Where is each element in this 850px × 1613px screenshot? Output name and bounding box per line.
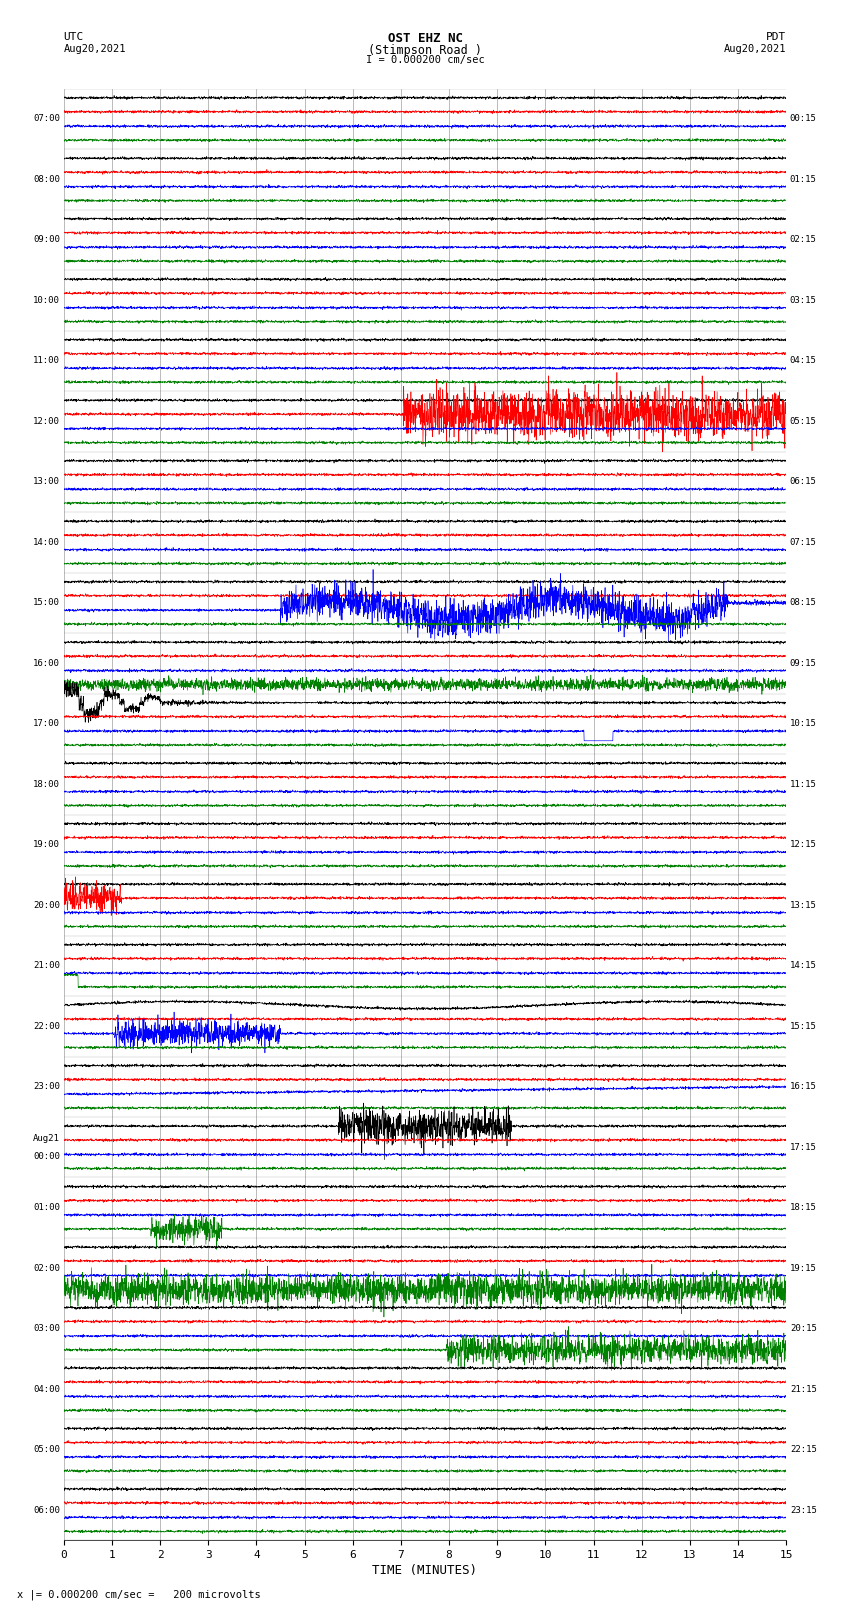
- Text: 11:00: 11:00: [33, 356, 60, 366]
- Text: 18:15: 18:15: [790, 1203, 817, 1213]
- Text: x |= 0.000200 cm/sec =   200 microvolts: x |= 0.000200 cm/sec = 200 microvolts: [17, 1589, 261, 1600]
- Text: Aug20,2021: Aug20,2021: [64, 44, 127, 53]
- Text: 11:15: 11:15: [790, 779, 817, 789]
- Text: OST EHZ NC: OST EHZ NC: [388, 32, 462, 45]
- Text: 17:15: 17:15: [790, 1142, 817, 1152]
- Text: 00:00: 00:00: [33, 1152, 60, 1161]
- Text: 08:15: 08:15: [790, 598, 817, 608]
- Text: 01:15: 01:15: [790, 174, 817, 184]
- Text: 05:15: 05:15: [790, 416, 817, 426]
- Text: 07:00: 07:00: [33, 115, 60, 124]
- Text: (Stimpson Road ): (Stimpson Road ): [368, 44, 482, 56]
- Text: UTC: UTC: [64, 32, 84, 42]
- Text: 06:15: 06:15: [790, 477, 817, 487]
- Text: 02:00: 02:00: [33, 1263, 60, 1273]
- Text: 21:15: 21:15: [790, 1384, 817, 1394]
- Text: 19:15: 19:15: [790, 1263, 817, 1273]
- Text: 23:00: 23:00: [33, 1082, 60, 1092]
- Text: 02:15: 02:15: [790, 235, 817, 245]
- Text: 07:15: 07:15: [790, 537, 817, 547]
- Text: 21:00: 21:00: [33, 961, 60, 971]
- Text: 03:00: 03:00: [33, 1324, 60, 1334]
- Text: 04:00: 04:00: [33, 1384, 60, 1394]
- Text: 12:15: 12:15: [790, 840, 817, 850]
- X-axis label: TIME (MINUTES): TIME (MINUTES): [372, 1565, 478, 1578]
- Text: 16:15: 16:15: [790, 1082, 817, 1092]
- Text: Aug20,2021: Aug20,2021: [723, 44, 786, 53]
- Text: 22:15: 22:15: [790, 1445, 817, 1455]
- Text: 00:15: 00:15: [790, 115, 817, 124]
- Text: 16:00: 16:00: [33, 658, 60, 668]
- Text: 01:00: 01:00: [33, 1203, 60, 1213]
- Text: 14:00: 14:00: [33, 537, 60, 547]
- Text: 19:00: 19:00: [33, 840, 60, 850]
- Text: 14:15: 14:15: [790, 961, 817, 971]
- Text: 09:00: 09:00: [33, 235, 60, 245]
- Text: 13:15: 13:15: [790, 900, 817, 910]
- Text: 10:00: 10:00: [33, 295, 60, 305]
- Text: 22:00: 22:00: [33, 1021, 60, 1031]
- Text: 17:00: 17:00: [33, 719, 60, 729]
- Text: 20:15: 20:15: [790, 1324, 817, 1334]
- Text: Aug21: Aug21: [33, 1134, 60, 1142]
- Text: 12:00: 12:00: [33, 416, 60, 426]
- Text: 18:00: 18:00: [33, 779, 60, 789]
- Text: 10:15: 10:15: [790, 719, 817, 729]
- Text: PDT: PDT: [766, 32, 786, 42]
- Text: 08:00: 08:00: [33, 174, 60, 184]
- Text: 05:00: 05:00: [33, 1445, 60, 1455]
- Text: 20:00: 20:00: [33, 900, 60, 910]
- Text: 23:15: 23:15: [790, 1505, 817, 1515]
- Text: 03:15: 03:15: [790, 295, 817, 305]
- Text: 04:15: 04:15: [790, 356, 817, 366]
- Text: 13:00: 13:00: [33, 477, 60, 487]
- Text: 15:00: 15:00: [33, 598, 60, 608]
- Text: I = 0.000200 cm/sec: I = 0.000200 cm/sec: [366, 55, 484, 65]
- Text: 09:15: 09:15: [790, 658, 817, 668]
- Text: 15:15: 15:15: [790, 1021, 817, 1031]
- Text: 06:00: 06:00: [33, 1505, 60, 1515]
